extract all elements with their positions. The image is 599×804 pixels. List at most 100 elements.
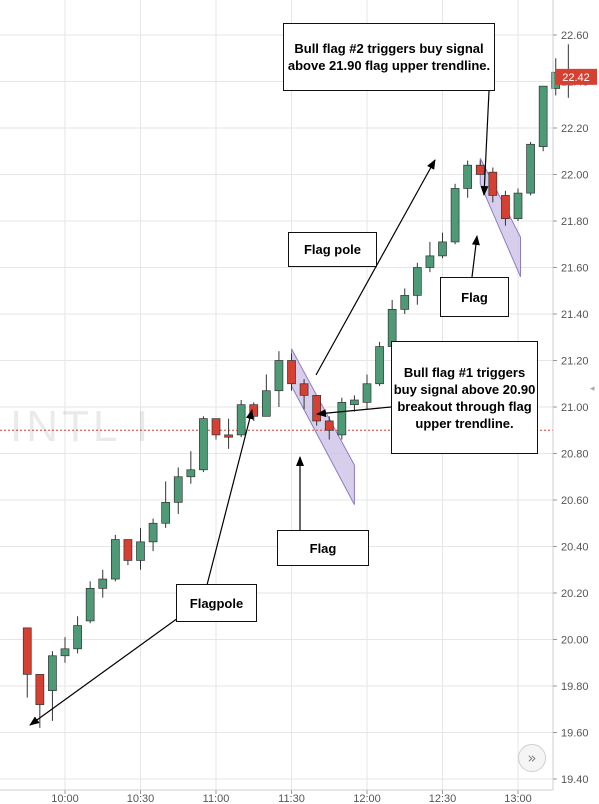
- arrow-flagpole-1: [206, 409, 254, 586]
- candle: [211, 418, 221, 440]
- candle-body: [501, 195, 510, 220]
- annotation-flag-pole: Flag pole: [288, 232, 377, 267]
- candle-body: [475, 164, 485, 175]
- scroll-edge-icon[interactable]: ◂: [590, 384, 595, 394]
- candle-body: [362, 383, 372, 403]
- candle-body: [85, 587, 95, 622]
- price-tick-label: 20.00: [561, 635, 589, 647]
- candle-body: [48, 655, 57, 692]
- candle: [136, 527, 145, 570]
- candle-body: [236, 404, 246, 436]
- candle: [123, 539, 133, 566]
- double-chevron-right-icon: »: [527, 749, 537, 767]
- candle-body: [35, 674, 45, 705]
- annotation-bull-flag-1: Bull flag #1 triggers buy signal above 2…: [391, 341, 538, 454]
- candle: [412, 262, 422, 305]
- candle-body: [73, 625, 82, 650]
- candle-body: [60, 648, 70, 657]
- candle-body: [463, 164, 473, 189]
- candle: [538, 85, 548, 152]
- candle: [324, 416, 334, 440]
- time-axis: 10:00 10:30 11:00 11:30 12:00 12:30 13:00: [0, 789, 553, 804]
- candle-body: [287, 360, 296, 385]
- candle-body: [123, 539, 133, 561]
- candle: [450, 183, 460, 245]
- candle: [350, 395, 359, 412]
- arrow-bull-flag-1: [316, 406, 392, 418]
- candle: [438, 232, 447, 259]
- candle-body: [513, 192, 523, 220]
- arrow-flag-2: [471, 235, 480, 278]
- price-tick-label: 20.40: [561, 542, 589, 554]
- candle: [312, 395, 322, 426]
- candle: [199, 416, 208, 473]
- price-tick-label: 19.40: [561, 774, 589, 786]
- candle: [463, 160, 473, 198]
- candle-body: [199, 418, 208, 471]
- candle: [249, 402, 259, 421]
- candle: [98, 569, 108, 598]
- time-tick-label: 10:00: [51, 793, 79, 804]
- arrow-bull-flag-2: [480, 90, 490, 196]
- price-tick-label: 21.20: [561, 356, 589, 368]
- candle-body: [274, 360, 284, 392]
- candle: [526, 141, 535, 196]
- price-tick-label: 22.20: [561, 123, 589, 135]
- time-tick-label: 12:30: [429, 793, 457, 804]
- candle-body: [186, 469, 196, 478]
- candle-body: [98, 578, 108, 589]
- candle-body: [488, 171, 498, 196]
- chart-grid: [0, 0, 553, 790]
- annotation-flagpole: Flagpole: [176, 584, 257, 622]
- annotation-flag-2: Flag: [440, 277, 509, 317]
- candle: [60, 637, 70, 663]
- annotation-bull-flag-2: Bull flag #2 triggers buy signal above 2…: [283, 23, 495, 91]
- candle-body: [425, 255, 435, 268]
- candle: [224, 418, 233, 449]
- candle: [513, 188, 523, 221]
- current-price-tag: 22.42: [555, 68, 597, 85]
- price-tick-label: 21.60: [561, 263, 589, 275]
- candle: [261, 374, 271, 417]
- candle-body: [299, 383, 309, 396]
- candle-body: [312, 395, 322, 422]
- candle: [475, 160, 485, 175]
- price-tick-label: 22.60: [561, 30, 589, 42]
- candle: [161, 481, 171, 528]
- candle: [362, 374, 372, 410]
- time-tick-label: 11:30: [278, 793, 305, 804]
- candle-body: [261, 390, 271, 417]
- candle: [274, 351, 284, 407]
- arrow-flag-pole: [315, 159, 436, 376]
- candle: [425, 241, 435, 273]
- candle: [400, 288, 410, 314]
- candle-body: [350, 399, 359, 406]
- candle: [73, 616, 82, 654]
- candle-body: [375, 346, 384, 385]
- candle: [186, 451, 196, 484]
- annotation-flag-1: Flag: [277, 530, 369, 566]
- candle-body: [22, 627, 32, 675]
- candle: [173, 467, 183, 514]
- symbol-watermark: INTL I: [10, 402, 153, 451]
- candle: [287, 353, 296, 391]
- candle-body: [538, 85, 548, 147]
- price-tick-label: 20.20: [561, 588, 589, 600]
- price-tick-label: 20.80: [561, 449, 589, 461]
- candle-body: [211, 418, 221, 436]
- price-tick-label: 21.00: [561, 402, 589, 414]
- price-tick-label: 19.80: [561, 681, 589, 693]
- time-tick-label: 12:00: [353, 793, 381, 804]
- arrow-flagpole-2: [29, 617, 179, 726]
- price-tick-label: 21.40: [561, 309, 589, 321]
- candle-body: [324, 420, 334, 431]
- price-tick-label: 20.60: [561, 495, 589, 507]
- time-tick-label: 11:00: [203, 793, 230, 804]
- candle: [148, 518, 158, 552]
- candle-body: [438, 241, 447, 257]
- price-tick-label: 21.80: [561, 216, 589, 228]
- candle-body: [526, 143, 535, 194]
- scroll-right-button[interactable]: »: [518, 744, 546, 772]
- candle: [488, 167, 498, 203]
